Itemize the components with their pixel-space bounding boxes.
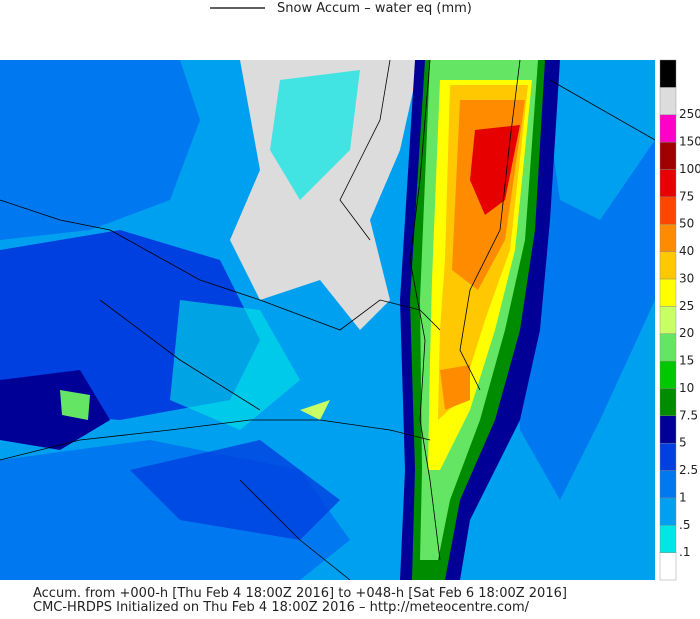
colorbar-label: 7.5 <box>679 408 698 422</box>
footer-line: Accum. from +000-h [Thu Feb 4 18:00Z 201… <box>33 586 567 601</box>
colorbar-label: 5 <box>679 436 687 450</box>
colorbar-swatch <box>659 525 677 553</box>
colorbar-swatch <box>659 224 677 252</box>
colorbar-swatch <box>659 87 677 115</box>
colorbar-swatch <box>659 141 677 170</box>
colorbar-swatch <box>659 470 677 499</box>
colorbar-label: 40 <box>679 244 694 258</box>
colorbar-swatch <box>659 415 677 444</box>
colorbar-label: .5 <box>679 518 690 532</box>
colorbar-swatch <box>659 552 677 581</box>
colorbar-label: 2.5 <box>679 463 698 477</box>
colorbar-label: .1 <box>679 545 690 559</box>
colorbar-swatch <box>659 278 677 307</box>
colorbar-swatch <box>659 251 677 280</box>
colorbar-label: 250 <box>679 107 700 121</box>
colorbar-label: 75 <box>679 189 694 203</box>
colorbar-label: 1 <box>679 490 687 504</box>
colorbar-swatch <box>659 59 677 88</box>
colorbar-label: 25 <box>679 299 694 313</box>
colorbar-label: 20 <box>679 326 694 340</box>
colorbar-label: 15 <box>679 354 694 368</box>
colorbar-label: 100 <box>679 162 700 176</box>
colorbar-swatch <box>659 360 677 389</box>
colorbar-label: 150 <box>679 135 700 149</box>
colorbar: .1 .5 1 2.5 5 7.5 10 15 20 25 30 40 50 75 100 150 250 <box>659 59 700 581</box>
colorbar-swatch <box>659 306 677 334</box>
colorbar-swatch <box>659 442 677 471</box>
colorbar-label: 30 <box>679 271 694 285</box>
colorbar-swatch <box>659 114 677 143</box>
colorbar-label: 10 <box>679 381 694 395</box>
map <box>0 60 655 580</box>
legend-title: Snow Accum – water eq (mm) <box>277 1 472 16</box>
footer-line: CMC-HRDPS Initialized on Thu Feb 4 18:00… <box>33 600 530 615</box>
colorbar-label: 50 <box>679 217 694 231</box>
colorbar-swatch <box>659 196 677 225</box>
colorbar-swatch <box>659 388 677 416</box>
colorbar-swatch <box>659 333 677 362</box>
colorbar-swatch <box>659 497 677 526</box>
colorbar-swatch <box>659 169 677 198</box>
